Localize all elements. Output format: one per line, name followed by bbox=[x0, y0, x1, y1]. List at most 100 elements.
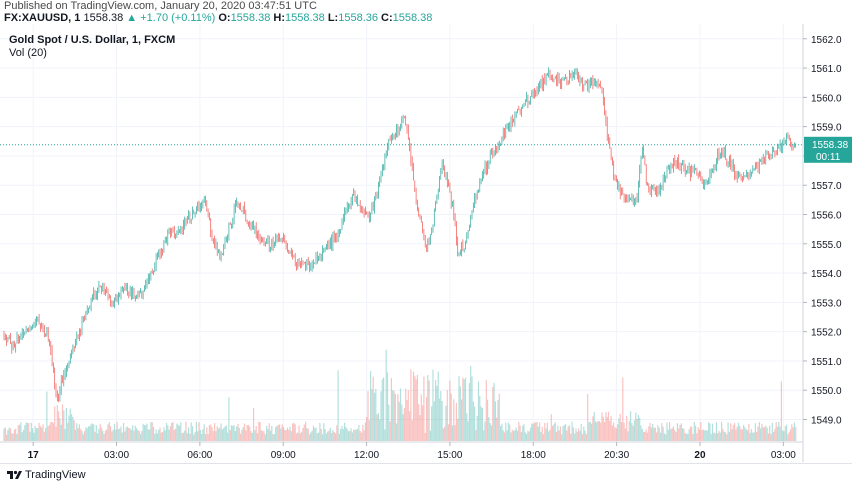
volume-bar bbox=[687, 434, 689, 441]
volume-bar bbox=[377, 412, 379, 441]
volume-bar bbox=[178, 425, 181, 441]
volume-bar bbox=[11, 433, 13, 441]
volume-bar bbox=[214, 423, 216, 441]
volume-bar bbox=[544, 423, 546, 441]
volume-bar bbox=[295, 433, 298, 441]
volume-bar bbox=[661, 423, 663, 441]
volume-bar bbox=[230, 425, 233, 441]
volume-bar bbox=[446, 390, 448, 441]
volume-bar bbox=[82, 434, 84, 441]
volume-bar bbox=[493, 382, 495, 441]
volume-legend[interactable]: Vol (20) bbox=[9, 47, 47, 59]
volume-bar bbox=[511, 429, 513, 441]
volume-bar bbox=[384, 429, 386, 441]
volume-bar bbox=[401, 404, 403, 441]
volume-bar bbox=[147, 429, 149, 441]
volume-bar bbox=[457, 418, 459, 441]
volume-bar bbox=[555, 431, 558, 441]
tradingview-logo-icon bbox=[7, 470, 22, 479]
volume-bar bbox=[208, 425, 210, 441]
volume-bar bbox=[557, 425, 559, 441]
volume-bar bbox=[609, 420, 611, 441]
volume-bar bbox=[298, 425, 300, 441]
volume-bar bbox=[316, 433, 318, 441]
volume-bar bbox=[566, 430, 568, 441]
price-chart[interactable]: 1549.0 1550.0 1551.0 1552.0 1553.0 1554.0 1555… bbox=[0, 24, 852, 462]
volume-bar bbox=[662, 426, 664, 441]
volume-bar bbox=[708, 422, 710, 441]
volume-bar bbox=[704, 430, 706, 441]
volume-bar bbox=[454, 425, 456, 441]
price-tick-label: 1554.0 bbox=[811, 269, 842, 280]
volume-bar bbox=[776, 426, 779, 441]
volume-bar bbox=[238, 427, 240, 441]
volume-bar bbox=[336, 425, 338, 441]
volume-bar bbox=[307, 428, 309, 441]
volume-bar bbox=[691, 426, 693, 441]
volume-bar bbox=[210, 424, 212, 441]
volume-bar bbox=[637, 414, 639, 441]
volume-bar bbox=[565, 424, 567, 441]
volume-bar bbox=[678, 428, 680, 441]
volume-bar bbox=[139, 433, 142, 441]
price-tag-value: 1558.38 bbox=[812, 140, 849, 151]
low-value: 1558.36 bbox=[338, 12, 378, 24]
volume-bar bbox=[718, 430, 720, 441]
volume-bar bbox=[579, 431, 581, 441]
volume-bar bbox=[464, 377, 467, 441]
header-bar: Published on TradingView.com, January 20… bbox=[0, 0, 852, 24]
volume-bar bbox=[592, 416, 594, 441]
volume-bar bbox=[572, 427, 574, 441]
volume-bar bbox=[359, 431, 361, 441]
volume-bar bbox=[301, 431, 303, 441]
volume-bar bbox=[48, 424, 51, 441]
volume-bar bbox=[50, 421, 52, 441]
volume-bar bbox=[545, 428, 547, 441]
volume-bar bbox=[663, 433, 665, 441]
volume-bar bbox=[385, 349, 387, 441]
volume-bar bbox=[72, 416, 74, 441]
volume-bar bbox=[69, 408, 71, 441]
volume-bar bbox=[87, 426, 90, 441]
time-axis[interactable]: 17 03:00 06:00 09:00 12:00 15:00 18:00 20:30 20 0… bbox=[28, 442, 797, 461]
volume-bar bbox=[535, 422, 537, 441]
volume-bar bbox=[782, 430, 784, 441]
volume-bar bbox=[516, 430, 519, 441]
time-tick-label: 06:00 bbox=[187, 450, 212, 461]
volume-bar bbox=[327, 431, 329, 441]
volume-bar bbox=[165, 422, 168, 441]
volume-bar bbox=[448, 424, 450, 441]
ohlc-readout: FX:XAUUSD, 1 1558.38 ▲ +1.70 (+0.11%) O:… bbox=[4, 12, 432, 24]
volume-bar bbox=[405, 388, 407, 441]
volume-bar bbox=[302, 427, 304, 441]
volume-bar bbox=[735, 429, 737, 441]
volume-bar bbox=[596, 422, 598, 441]
volume-bar bbox=[25, 422, 27, 441]
volume-bar bbox=[354, 430, 356, 441]
volume-bar bbox=[497, 400, 499, 441]
volume-bar bbox=[389, 421, 391, 441]
volume-bar bbox=[347, 431, 350, 441]
volume-bar bbox=[392, 390, 394, 441]
volume-bar bbox=[217, 428, 220, 441]
volume-bar bbox=[20, 422, 22, 441]
volume-bar bbox=[724, 432, 727, 441]
volume-bar bbox=[8, 427, 10, 441]
volume-bar bbox=[315, 427, 317, 441]
volume-bar bbox=[523, 424, 525, 441]
symbol-label: FX:XAUUSD, 1 bbox=[4, 12, 81, 24]
volume-bar bbox=[752, 432, 754, 441]
volume-bar bbox=[6, 434, 8, 441]
volume-bar bbox=[476, 415, 478, 441]
volume-bar bbox=[198, 422, 200, 441]
volume-bar bbox=[64, 429, 66, 441]
volume-bar bbox=[422, 405, 424, 441]
volume-bar bbox=[171, 423, 173, 441]
series-legend[interactable]: Gold Spot / U.S. Dollar, 1, FXCM bbox=[9, 34, 176, 46]
volume-bar bbox=[332, 430, 334, 441]
volume-bar bbox=[488, 417, 490, 441]
volume-bar bbox=[167, 425, 169, 441]
time-tick-label: 12:00 bbox=[354, 450, 379, 461]
price-axis[interactable]: 1549.0 1550.0 1551.0 1552.0 1553.0 1554.0 1555… bbox=[803, 35, 842, 427]
volume-bar bbox=[695, 425, 697, 441]
